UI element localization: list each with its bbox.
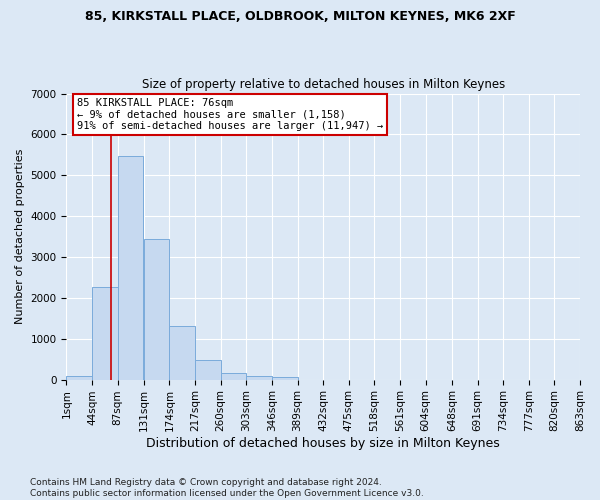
Text: 85, KIRKSTALL PLACE, OLDBROOK, MILTON KEYNES, MK6 2XF: 85, KIRKSTALL PLACE, OLDBROOK, MILTON KE… (85, 10, 515, 23)
Bar (272, 378, 298, 380)
Bar (195, 360, 221, 380)
Bar (169, 326, 195, 380)
Y-axis label: Number of detached properties: Number of detached properties (15, 149, 25, 324)
Text: Contains HM Land Registry data © Crown copyright and database right 2024.
Contai: Contains HM Land Registry data © Crown c… (30, 478, 424, 498)
Bar (247, 376, 272, 380)
Text: 85 KIRKSTALL PLACE: 76sqm
← 9% of detached houses are smaller (1,158)
91% of sem: 85 KIRKSTALL PLACE: 76sqm ← 9% of detach… (77, 98, 383, 131)
Bar (92, 287, 118, 380)
Bar (144, 238, 169, 380)
Bar (221, 374, 247, 380)
Bar (67, 376, 92, 380)
Bar (118, 156, 143, 380)
Title: Size of property relative to detached houses in Milton Keynes: Size of property relative to detached ho… (142, 78, 505, 91)
X-axis label: Distribution of detached houses by size in Milton Keynes: Distribution of detached houses by size … (146, 437, 500, 450)
